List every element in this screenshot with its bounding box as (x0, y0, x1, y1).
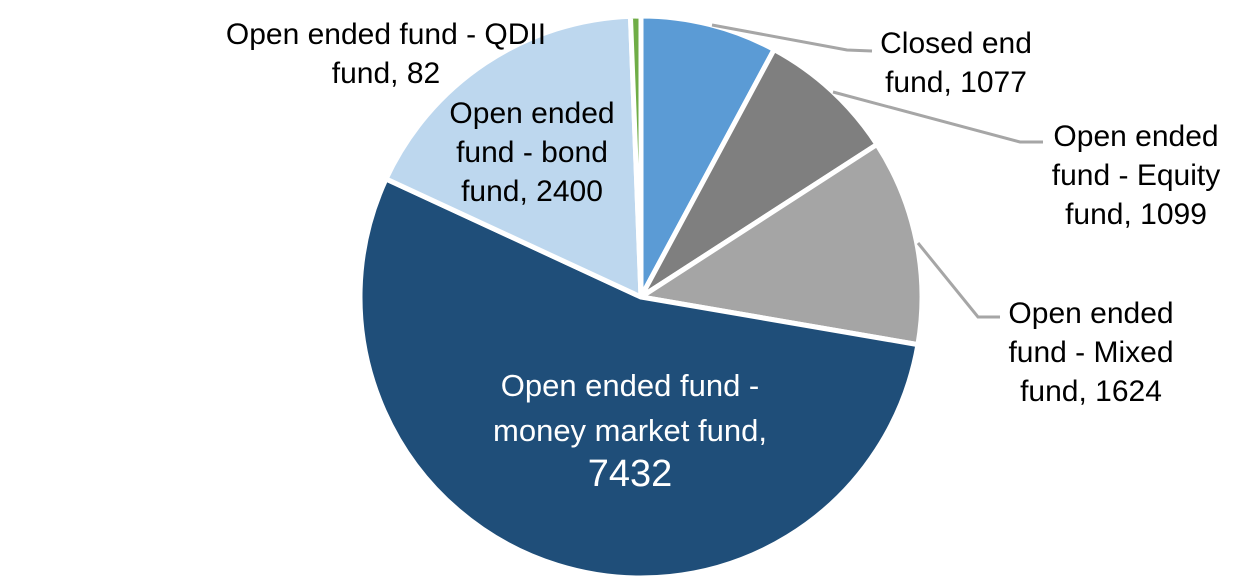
label-line: fund - Mixed (1008, 336, 1174, 369)
label-line: Open ended (449, 97, 615, 130)
label-line: Open ended fund - (500, 368, 760, 403)
leader-line-closed-end-fund (711, 23, 873, 53)
leader-lines (711, 23, 1043, 319)
label-open-ended-qdii-fund: Open ended fund - QDII fund, 82 (226, 15, 546, 93)
label-line: fund, 1077 (885, 66, 1027, 99)
leader-line-open-ended-mixed-fund (916, 242, 1000, 319)
label-line: Open ended (1008, 297, 1174, 330)
label-line: fund, 2400 (461, 175, 603, 208)
label-open-ended-mixed-fund: Open ended fund - Mixed fund, 1624 (1008, 294, 1173, 411)
leader-line-open-ended-equity-fund (832, 90, 1043, 144)
label-line: fund - bond (456, 136, 608, 169)
label-line: fund - Equity (1051, 159, 1221, 192)
pie-slice-open-ended-money-market-fund (357, 176, 921, 581)
pie-slice-open-ended-qdii-fund (627, 13, 644, 300)
label-open-ended-bond-fund: Open ended fund - bond fund, 2400 (449, 94, 614, 211)
label-line: 7432 (587, 453, 673, 495)
label-line: fund, 1099 (1065, 198, 1207, 231)
label-line: Open ended (1053, 120, 1219, 153)
pie-slice-open-ended-equity-fund (638, 47, 880, 300)
label-line: fund, 82 (331, 57, 441, 90)
pie-slice-open-ended-mixed-fund (638, 141, 925, 348)
label-line: fund, 1624 (1020, 375, 1162, 408)
label-line: money market fund, (493, 413, 767, 448)
label-line: Open ended fund - QDII (225, 18, 547, 51)
label-open-ended-equity-fund: Open ended fund - Equity fund, 1099 (1052, 117, 1220, 234)
label-line: Closed end (880, 27, 1032, 60)
pie-slice-closed-end-fund (638, 13, 777, 300)
pie-slice-open-ended-bond-fund (383, 13, 644, 300)
label-closed-end-fund: Closed end fund, 1077 (880, 24, 1032, 102)
label-open-ended-money-market-fund: Open ended fund - money market fund, 743… (493, 363, 767, 496)
